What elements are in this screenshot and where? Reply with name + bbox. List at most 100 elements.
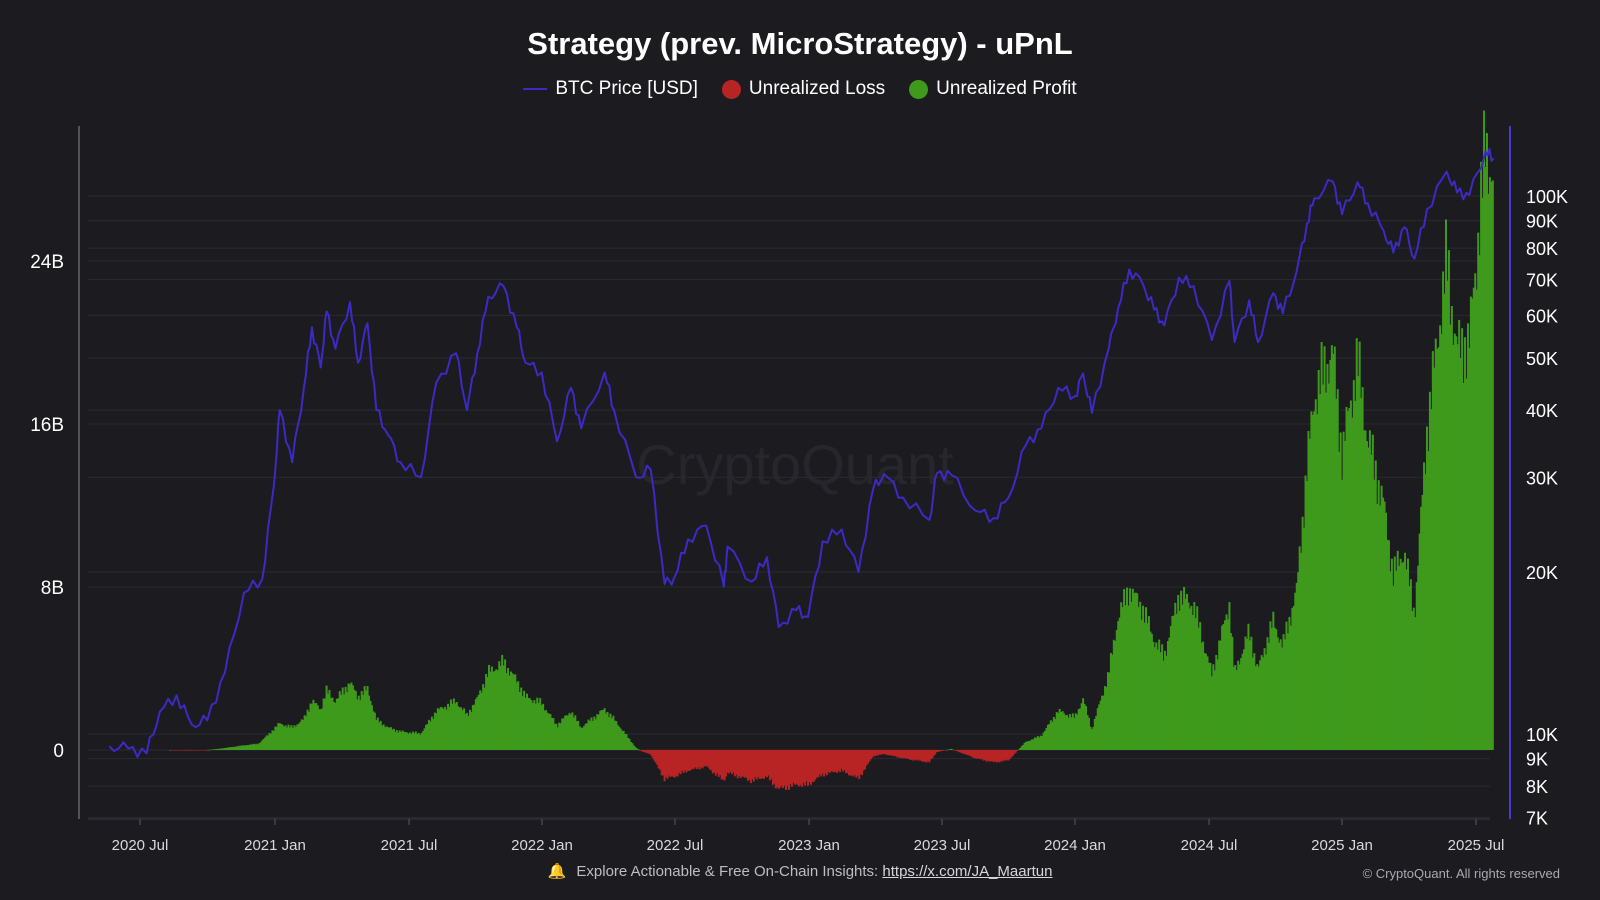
upnl-bar-247 <box>530 700 533 750</box>
upnl-bar-427 <box>793 750 796 785</box>
upnl-bar-616 <box>1070 717 1073 750</box>
upnl-bar-528 <box>941 750 944 751</box>
upnl-bar-250 <box>534 703 537 750</box>
upnl-bar-118 <box>341 687 344 750</box>
upnl-bar-683 <box>1168 637 1171 750</box>
upnl-bar-716 <box>1216 659 1219 750</box>
upnl-bar-799 <box>1338 451 1341 750</box>
upnl-bar-220 <box>490 666 493 750</box>
upnl-bar-701 <box>1194 618 1197 750</box>
upnl-bar-350 <box>681 750 684 771</box>
upnl-bar-521 <box>931 750 934 759</box>
upnl-bar-570 <box>1003 750 1006 760</box>
upnl-bar-597 <box>1042 732 1045 750</box>
upnl-bar-869 <box>1440 333 1443 750</box>
upnl-bar-368 <box>707 750 710 768</box>
upnl-bar-193 <box>451 703 454 750</box>
upnl-bar-405 <box>761 750 764 779</box>
upnl-bar-57 <box>252 743 255 750</box>
upnl-bar-389 <box>738 750 741 777</box>
upnl-bar-599 <box>1045 727 1048 750</box>
upnl-bar-812 <box>1357 376 1360 750</box>
upnl-bar-645 <box>1112 639 1115 750</box>
upnl-bar-432 <box>801 750 804 787</box>
upnl-bar-431 <box>799 750 802 785</box>
legend-item-profit[interactable]: Unrealized Profit <box>909 78 1077 100</box>
upnl-bar-892 <box>1474 273 1477 750</box>
upnl-bar-327 <box>647 750 650 754</box>
upnl-bar-275 <box>571 712 574 750</box>
upnl-bar-680 <box>1164 650 1167 750</box>
upnl-bar-171 <box>419 734 422 750</box>
upnl-bar-514 <box>921 750 924 762</box>
upnl-bar-671 <box>1150 633 1153 750</box>
upnl-bar-789 <box>1323 346 1326 750</box>
upnl-bar-449 <box>826 750 829 776</box>
upnl-bar-360 <box>695 750 698 770</box>
upnl-bar-828 <box>1380 485 1383 750</box>
upnl-bar-590 <box>1032 739 1035 750</box>
upnl-bar-463 <box>846 750 849 773</box>
y-right-tick-label-0: 100K <box>1526 187 1568 207</box>
footer-link[interactable]: https://x.com/JA_Maartun <box>882 863 1053 880</box>
upnl-bar-409 <box>767 750 770 776</box>
upnl-bar-325 <box>644 750 647 753</box>
upnl-bar-824 <box>1374 460 1377 750</box>
upnl-bar-575 <box>1010 750 1013 758</box>
upnl-bar-709 <box>1206 656 1209 750</box>
upnl-bar-102 <box>318 709 321 750</box>
upnl-bar-847 <box>1408 585 1411 750</box>
upnl-bar-189 <box>445 709 448 750</box>
upnl-bar-151 <box>389 727 392 750</box>
upnl-bar-217 <box>486 677 489 750</box>
upnl-bar-336 <box>660 750 663 776</box>
upnl-bar-657 <box>1130 601 1133 750</box>
upnl-bar-115 <box>337 698 340 750</box>
upnl-bar-466 <box>850 750 853 776</box>
upnl-bar-900 <box>1485 133 1488 750</box>
upnl-bar-749 <box>1265 654 1268 750</box>
upnl-bar-773 <box>1300 552 1303 750</box>
legend-item-price[interactable]: BTC Price [USD] <box>523 78 698 100</box>
upnl-bar-34 <box>218 748 221 750</box>
upnl-bar-442 <box>815 750 818 778</box>
upnl-bar-860 <box>1427 451 1430 750</box>
upnl-bar-424 <box>789 750 792 785</box>
upnl-bar-584 <box>1023 742 1026 750</box>
upnl-bar-652 <box>1123 589 1126 750</box>
upnl-bar-398 <box>751 750 754 780</box>
upnl-bar-412 <box>771 750 774 785</box>
upnl-bar-106 <box>324 698 327 750</box>
upnl-bar-352 <box>684 750 687 771</box>
upnl-bar-761 <box>1282 634 1285 750</box>
upnl-bar-372 <box>713 750 716 773</box>
upnl-bar-113 <box>334 702 337 750</box>
upnl-bar-643 <box>1109 652 1112 750</box>
upnl-bar-29 <box>211 749 214 750</box>
upnl-bar-501 <box>902 750 905 759</box>
upnl-bar-475 <box>864 750 867 770</box>
upnl-bar-818 <box>1365 441 1368 750</box>
upnl-bar-882 <box>1459 358 1462 750</box>
upnl-bar-594 <box>1038 737 1041 750</box>
upnl-bar-664 <box>1140 619 1143 750</box>
upnl-bar-589 <box>1030 739 1033 750</box>
y-left-tick-label-3: 0 <box>53 741 64 762</box>
legend-item-loss[interactable]: Unrealized Loss <box>721 78 885 100</box>
upnl-bar-736 <box>1245 638 1248 750</box>
upnl-bar-232 <box>508 675 511 750</box>
upnl-bar-306 <box>616 725 619 750</box>
price-line-swatch <box>523 88 548 90</box>
upnl-bar-100 <box>315 703 318 750</box>
upnl-bar-209 <box>474 699 477 750</box>
upnl-bar-133 <box>363 686 366 750</box>
profit-dot-swatch <box>909 79 929 99</box>
upnl-bar-699 <box>1191 615 1194 750</box>
legend-price-label: BTC Price [USD] <box>555 78 698 99</box>
upnl-bar-637 <box>1101 695 1104 750</box>
upnl-bar-801 <box>1341 479 1344 750</box>
y-right-tick-label-4: 60K <box>1526 306 1558 326</box>
upnl-bar-807 <box>1349 400 1352 750</box>
upnl-bar-219 <box>489 671 492 750</box>
upnl-bar-598 <box>1044 730 1047 750</box>
